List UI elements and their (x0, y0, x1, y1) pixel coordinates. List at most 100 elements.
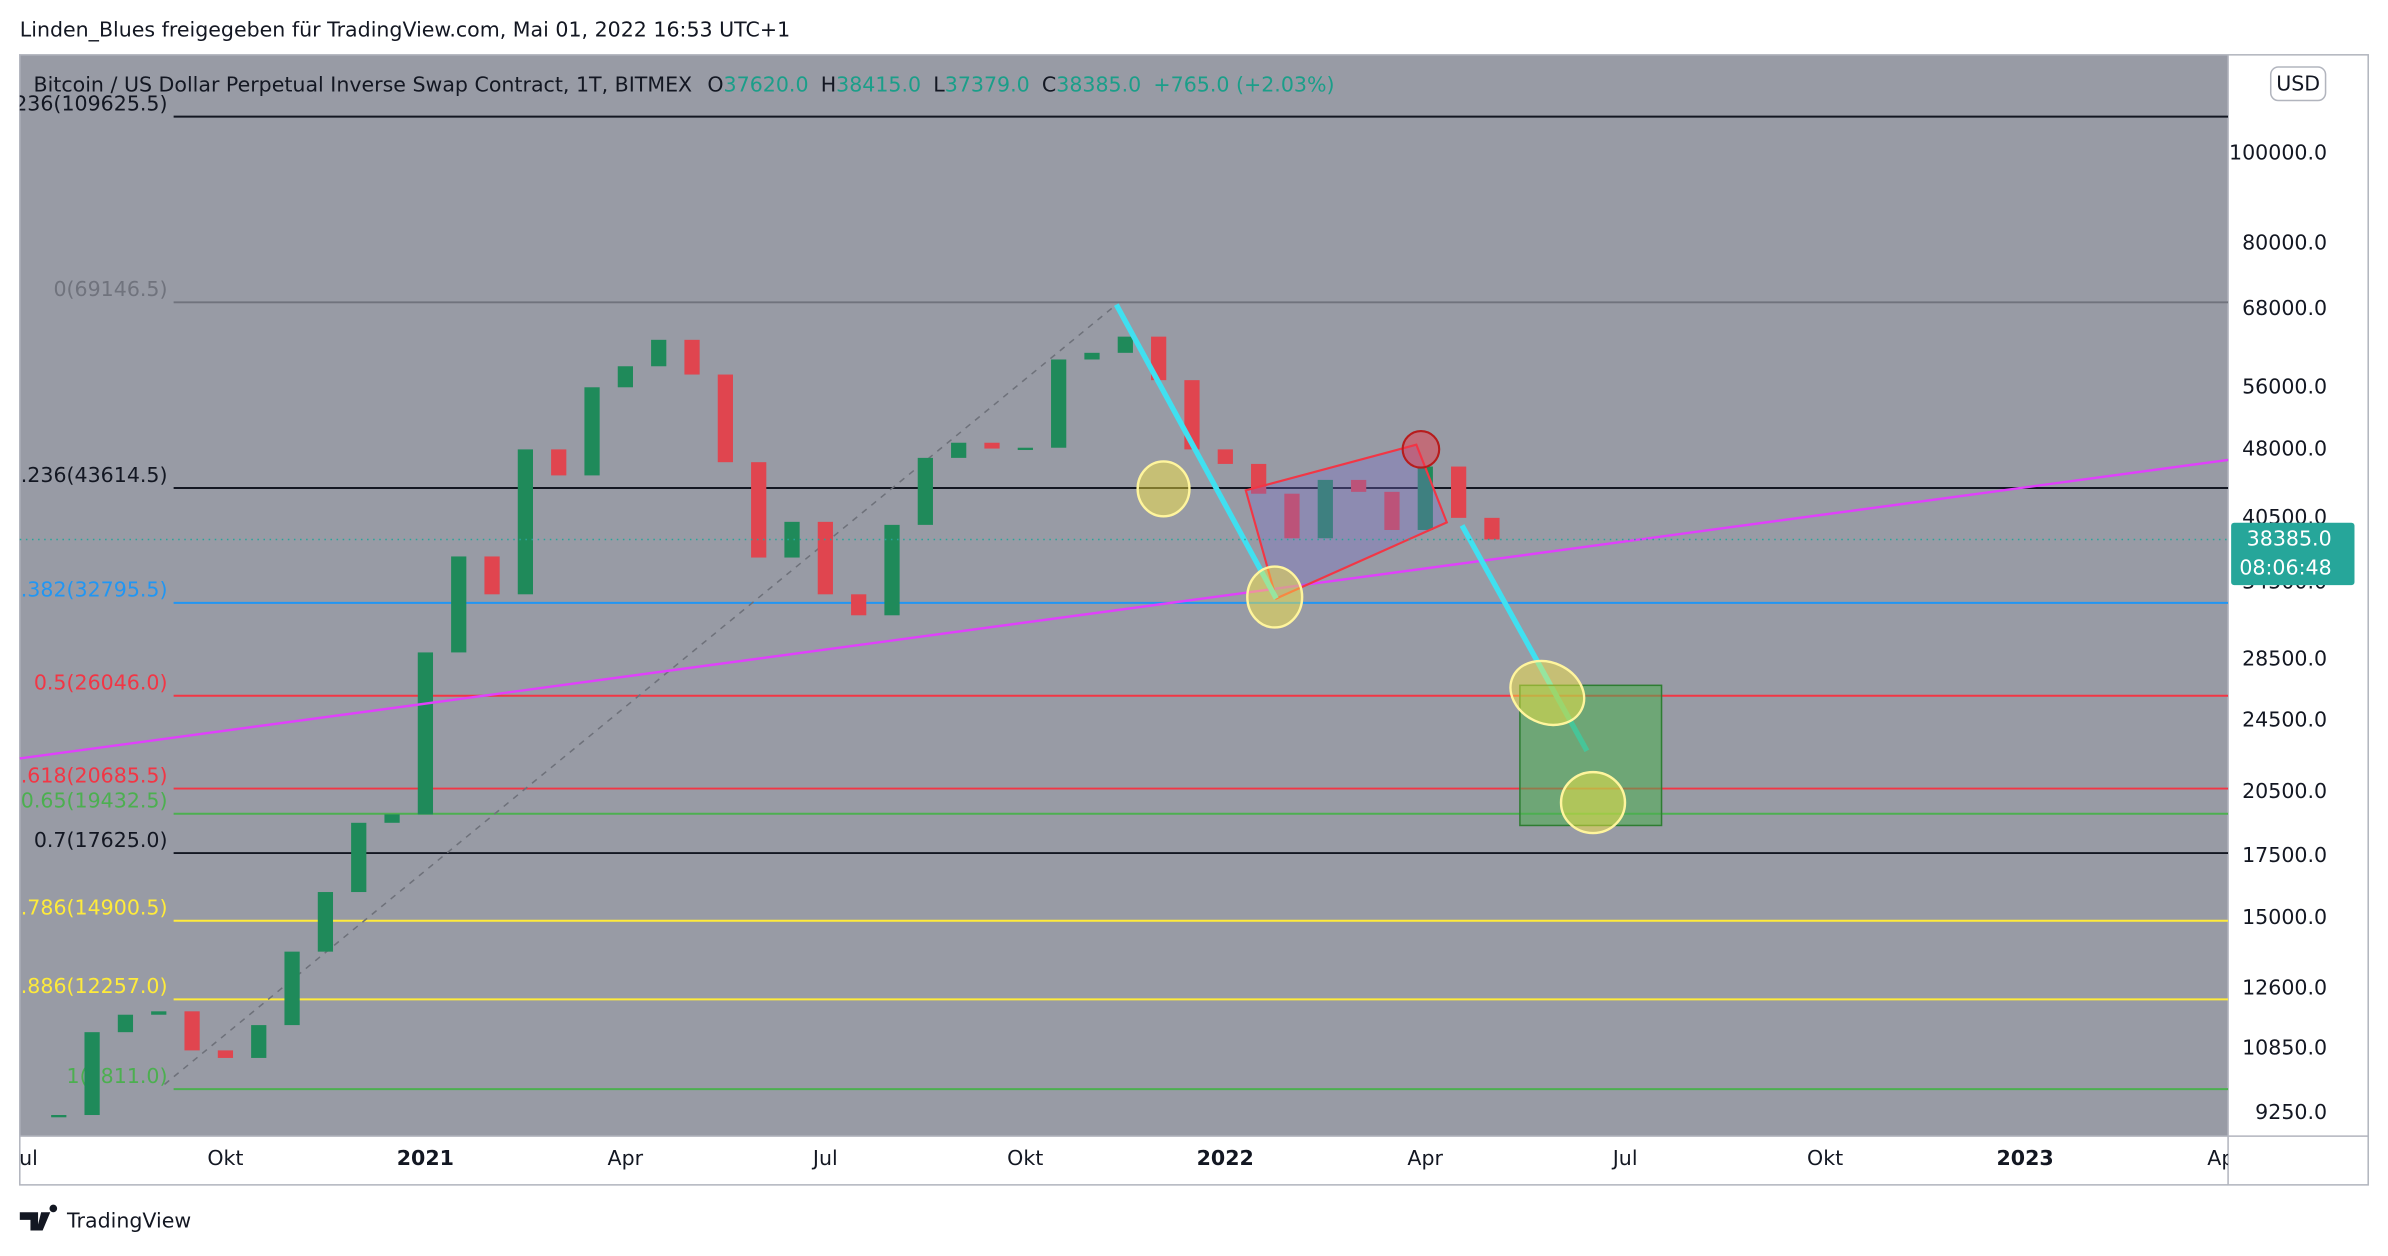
time-axis: Jul Okt 2021 Apr Jul Okt 2022 Apr Jul Okt 2023 Apr (11, 1146, 2243, 1170)
time-tick-label: Okt (1007, 1146, 1043, 1170)
brand: TradingView (66, 1208, 191, 1232)
price-tick-label: 80000.0 (2242, 231, 2327, 255)
time-tick-label: Jul (1611, 1146, 1638, 1170)
footer: TradingView (19, 1204, 191, 1232)
candle (251, 1025, 267, 1058)
fib-label: 0.5(26046.0) (34, 671, 168, 695)
candle (584, 387, 600, 476)
candle (884, 524, 900, 616)
marker-ellipse (1246, 565, 1304, 629)
time-tick-label: Apr (608, 1146, 644, 1170)
price-tick-label: 48000.0 (2242, 436, 2327, 460)
candle (1351, 479, 1367, 492)
currency-button[interactable] (2269, 66, 2327, 102)
open-label: O (707, 72, 723, 96)
candle (1217, 449, 1233, 464)
price-tick-label: 100000.0 (2229, 141, 2327, 165)
candle (117, 1014, 134, 1033)
candle (1017, 447, 1033, 451)
candle (951, 442, 967, 458)
fib-group: 236(109625.5) 0(69146.5) .236(43614.5) .382… (14, 91, 2229, 1091)
price-tick-label: 9250.0 (2255, 1100, 2327, 1124)
fib-label: 0.7(17625.0) (34, 828, 168, 852)
candle (817, 521, 833, 595)
change: +765.0 (+2.03%) (1153, 72, 1334, 96)
candle (384, 814, 400, 823)
candle (917, 457, 933, 525)
candle (1417, 466, 1433, 530)
legend-text: Bitcoin / US Dollar Perpetual Inverse Sw… (34, 72, 1335, 96)
fib-label: .236(43614.5) (21, 463, 168, 487)
candle (351, 822, 367, 893)
candle (1051, 359, 1067, 448)
price-tick-label: 12600.0 (2242, 975, 2327, 999)
candle (551, 449, 567, 476)
fib-label: .786(14900.5) (21, 896, 168, 920)
fib-label: 236(109625.5) (14, 91, 167, 115)
candle (284, 951, 300, 1026)
candle (984, 442, 1000, 449)
legend: Bitcoin / US Dollar Perpetual Inverse Sw… (34, 72, 1335, 96)
price-axis: 100000.080000.068000.056000.048000.04050… (2229, 141, 2355, 1124)
candle (751, 462, 767, 558)
open: 37620.0 (724, 72, 809, 96)
logo (19, 1204, 58, 1231)
time-tick-label: Apr (2207, 1146, 2243, 1170)
time-tick-label: Jul (11, 1146, 38, 1170)
close-label: C (1042, 72, 1056, 96)
last-price-box (2231, 522, 2355, 586)
price-tick-label: 28500.0 (2242, 646, 2327, 670)
candle (1084, 352, 1100, 360)
symbol: Bitcoin / US Dollar Perpetual Inverse Sw… (34, 72, 693, 96)
candle (517, 449, 533, 595)
high: 38415.0 (836, 72, 921, 96)
candle (317, 892, 334, 952)
candle (1151, 336, 1167, 381)
marker-ellipse (1509, 659, 1586, 727)
candle (1284, 493, 1300, 539)
share-text: Linden_Blues freigegeben für TradingView… (20, 17, 790, 41)
close: 38385.0 (1056, 72, 1141, 96)
price-tick-label: 56000.0 (2242, 374, 2327, 398)
marker-ellipse (1136, 460, 1191, 518)
time-tick-label: Jul (811, 1146, 838, 1170)
fib-label: 1(9811.0) (67, 1064, 168, 1088)
channel (1244, 443, 1449, 601)
frame (19, 54, 2369, 1186)
price-tick-label: 24500.0 (2242, 707, 2327, 731)
time-tick-label: Okt (207, 1146, 243, 1170)
price-tick-label: 17500.0 (2242, 843, 2327, 867)
candle (151, 1011, 167, 1015)
candle (651, 339, 667, 367)
marker-circle (1401, 429, 1441, 469)
marker-ellipse (1559, 770, 1627, 835)
candle (1384, 491, 1400, 530)
time-tick-label: Apr (1407, 1146, 1443, 1170)
price-tick-label: 10850.0 (2242, 1036, 2327, 1060)
candle (217, 1050, 234, 1058)
candle (1484, 517, 1500, 540)
target-box (1519, 684, 1663, 827)
candle (851, 594, 867, 616)
price-tick-label: 68000.0 (2242, 296, 2327, 320)
high-label: H (821, 72, 836, 96)
candle (417, 652, 434, 815)
time-tick-label: Okt (1807, 1146, 1843, 1170)
candle (1117, 336, 1133, 353)
currency: USD (2276, 72, 2320, 96)
time-tick-label: 2021 (397, 1146, 454, 1170)
countdown: 08:06:48 (2239, 555, 2331, 579)
candle (684, 339, 700, 375)
price-tick-label: 20500.0 (2242, 779, 2327, 803)
candle (784, 521, 800, 558)
time-tick-label: 2022 (1197, 1146, 1254, 1170)
trendline (19, 458, 2229, 760)
low-label: L (933, 72, 945, 96)
fib-label: .382(32795.5) (21, 578, 168, 602)
candle (1451, 466, 1467, 518)
fib-label: 0.65(19432.5) (21, 789, 168, 813)
fib-anchor-line (163, 304, 1117, 1085)
candle (84, 1032, 100, 1116)
